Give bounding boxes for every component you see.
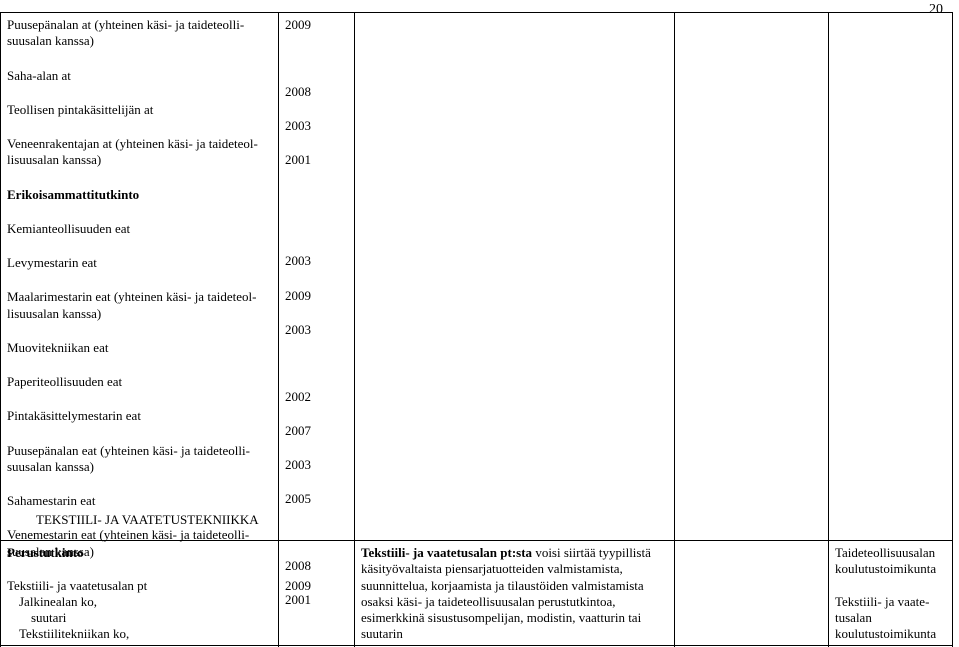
bottom-col5-l2: Tekstiili- ja vaate­tusalan koulutustoim… (835, 594, 936, 642)
row-name: Teollisen pintakäsittelijän at (7, 102, 272, 118)
row-year: 2005 (285, 491, 348, 507)
row-name: Veneenrakentajan at (yhteinen käsi- ja t… (7, 136, 272, 169)
bottom-line2: Jalkinealan ko, (7, 594, 272, 610)
row-year: 2003 (285, 253, 348, 269)
bottom-table: Perustutkinto Tekstiili- ja vaatetusalan… (0, 540, 953, 647)
bottom-col3-bold: Tekstiili- ja vaatetusalan pt:sta (361, 545, 532, 560)
section-heading: Erikoisammattitutkinto (7, 187, 272, 203)
bottom-heading: Perustutkinto (7, 545, 84, 560)
row-year: 2009 (285, 17, 348, 33)
row-year: 2003 (285, 457, 348, 473)
row-name: Puusepänalan at (yhteinen käsi- ja taide… (7, 17, 272, 50)
bottom-line4: Tekstiilitekniikan ko, (7, 626, 272, 642)
row-name: Saha-alan at (7, 68, 272, 84)
section3-heading: TEKSTIILI- JA VAATETUSTEKNIIKKA (0, 512, 259, 528)
row-year: 2002 (285, 389, 348, 405)
inner-table-names: Puusepänalan at (yhteinen käsi- ja taide… (1, 13, 278, 564)
row-name: Levymestarin eat (7, 255, 272, 271)
row-name: Paperiteollisuuden eat (7, 374, 272, 390)
bottom-col1: Perustutkinto Tekstiili- ja vaatetusalan… (1, 541, 279, 647)
row-year: 2008 (285, 84, 348, 100)
row-year: 2003 (285, 118, 348, 134)
row-year: 2003 (285, 322, 348, 338)
bottom-line3: suutari (7, 610, 272, 626)
bottom-col5-l1: Taideteollisuusalan koulutustoimikunta (835, 545, 936, 576)
row-year: 2001 (285, 152, 348, 168)
row-name: Kemianteollisuuden eat (7, 221, 272, 237)
bottom-col3: Tekstiili- ja vaatetusalan pt:sta voisi … (355, 541, 675, 647)
row-year: 2009 (285, 288, 348, 304)
row-name: Muovitekniikan eat (7, 340, 272, 356)
bottom-col2: 2009 (279, 541, 355, 647)
row-year: 2007 (285, 423, 348, 439)
bottom-col5: Taideteollisuusalan koulutustoimikunta T… (829, 541, 953, 647)
row-name: Sahamestarin eat (7, 493, 272, 509)
row-name: Pintakäsittelymestarin eat (7, 408, 272, 424)
row-name: Maalarimestarin eat (yhteinen käsi- ja t… (7, 289, 272, 322)
bottom-col4 (675, 541, 829, 647)
bottom-year: 2009 (285, 578, 311, 593)
bottom-line1: Tekstiili- ja vaatetusalan pt (7, 578, 147, 593)
row-name: Puusepänalan eat (yhteinen käsi- ja taid… (7, 443, 272, 476)
